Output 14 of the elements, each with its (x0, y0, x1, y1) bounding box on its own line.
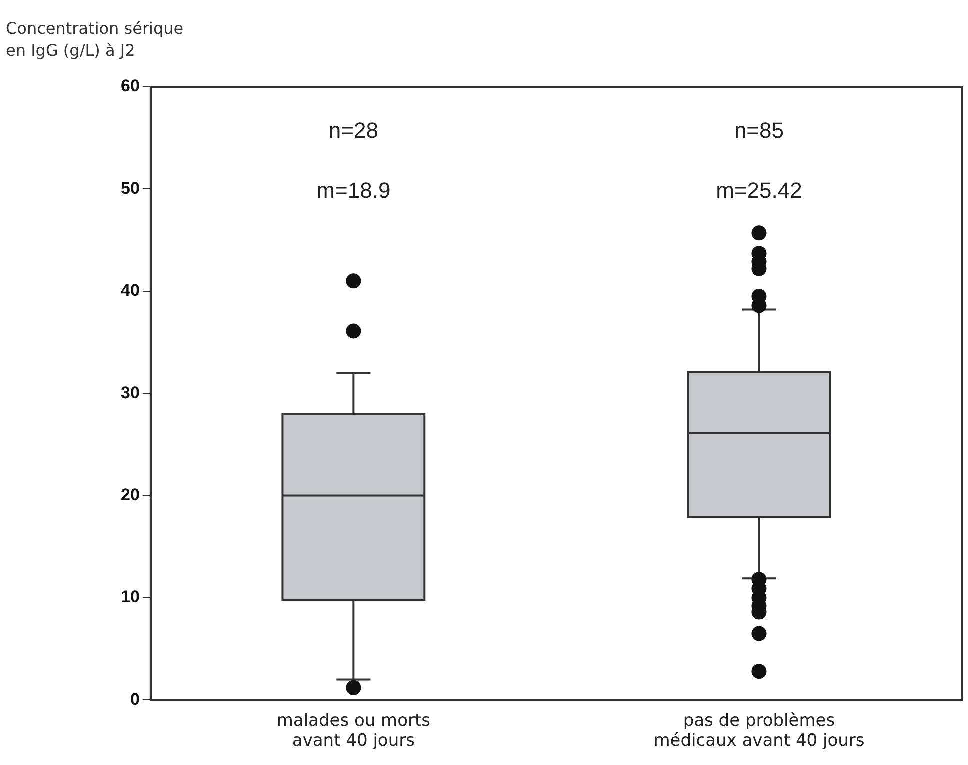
y-tick-label: 60 (120, 76, 140, 96)
y-tick-label: 40 (120, 281, 140, 300)
y-tick-label: 30 (120, 383, 140, 402)
y-tick-label: 20 (120, 485, 140, 504)
x-tick-label: pas de problèmes médicaux avant 40 jours (654, 710, 865, 752)
annotation: n=85 (734, 118, 784, 144)
y-tick-label: 10 (120, 588, 140, 607)
y-axis-title: Concentration sérique en IgG (g/L) à J2 (6, 18, 185, 62)
annotation: n=28 (328, 118, 378, 144)
annotation: m=18.9 (316, 178, 391, 204)
annotation: m=25.42 (716, 178, 802, 204)
y-tick-label: 0 (130, 690, 140, 709)
y-tick-label: 50 (120, 178, 140, 198)
x-tick-label: malades ou morts avant 40 jours (276, 710, 431, 752)
